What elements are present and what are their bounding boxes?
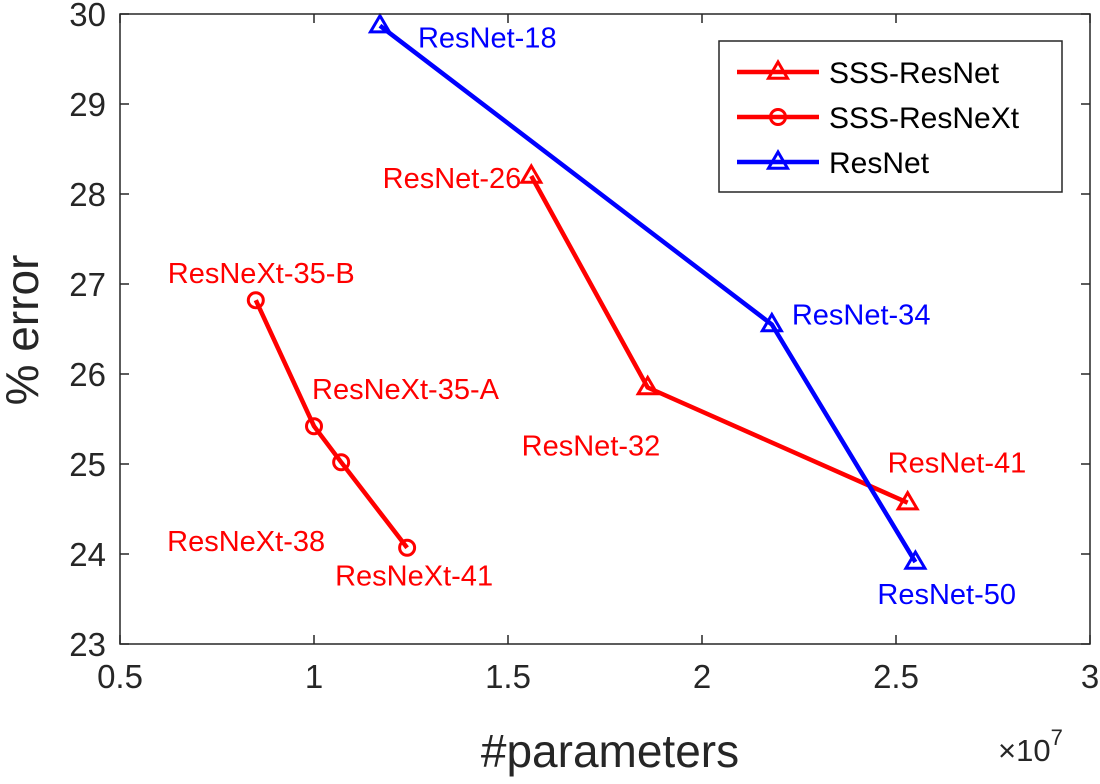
x-tick-label: 2	[693, 658, 711, 695]
data-label: ResNet-26	[383, 163, 522, 195]
x-axis-title: #parameters	[481, 725, 739, 777]
data-point-marker	[305, 417, 323, 436]
x-tick-label: 0.5	[97, 658, 143, 695]
legend-marker	[769, 108, 787, 126]
y-axis-title: % error	[0, 255, 48, 406]
series-line	[378, 23, 918, 564]
data-point-marker	[635, 374, 660, 396]
legend-marker	[765, 59, 791, 80]
x-tick-label: 3	[1081, 658, 1099, 695]
x-tick-label: 2.5	[873, 658, 919, 695]
data-point-marker	[903, 549, 928, 570]
y-tick-label: 25	[69, 446, 106, 483]
data-label: ResNet-18	[418, 23, 557, 55]
data-label: ResNeXt-41	[335, 561, 493, 593]
series-2	[367, 12, 928, 570]
data-point-marker	[759, 311, 784, 333]
y-tick-label: 27	[69, 266, 106, 303]
data-point-marker	[367, 12, 393, 34]
data-label: ResNet-50	[877, 579, 1016, 611]
data-label: ResNeXt-38	[167, 526, 325, 558]
data-point-marker	[519, 163, 544, 184]
data-label: ResNeXt-35-A	[312, 374, 500, 406]
x-tick-label: 1.5	[485, 658, 531, 695]
y-tick-label: 30	[69, 0, 106, 33]
x-multiplier: ×107	[998, 725, 1063, 768]
legend-item-1: SSS-ResNeXt	[737, 102, 1020, 135]
legend-label: ResNet	[829, 147, 930, 180]
data-label: ResNet-41	[888, 448, 1027, 480]
legend-item-2: ResNet	[737, 147, 930, 180]
y-tick-label: 28	[69, 176, 106, 213]
data-label: ResNet-34	[792, 300, 931, 332]
y-tick-label: 24	[69, 536, 106, 573]
data-point-marker	[895, 489, 920, 511]
series-line	[529, 174, 909, 505]
data-label: ResNeXt-35-B	[168, 258, 355, 290]
data-point-marker	[332, 453, 351, 472]
data-point-marker	[246, 291, 265, 310]
y-tick-label: 26	[69, 356, 106, 393]
legend-label: SSS-ResNeXt	[829, 102, 1020, 135]
point-labels: ResNet-26 ResNet-32 ResNet-41 ResNeXt-35-B R…	[167, 23, 1026, 611]
legend: SSS-ResNet SSS-ResNeXt ResNet	[718, 40, 1063, 193]
axes-box	[119, 13, 1091, 645]
axes-layer: 0.5 1 1.5 2 2.5 3 23 24 25 26 27 28 29 30	[69, 0, 1099, 695]
series-layer: ResNet-26 ResNet-32 ResNet-41 ResNeXt-35-B R…	[167, 12, 1026, 611]
legend-marker	[765, 149, 791, 170]
y-tick-label: 23	[69, 626, 106, 663]
x-tick-label: 1	[305, 658, 323, 695]
series-1	[246, 291, 417, 557]
series-line	[253, 299, 409, 550]
legend-label: SSS-ResNet	[829, 57, 1000, 90]
data-point-marker	[398, 538, 417, 557]
x-multiplier-base: ×10	[998, 733, 1051, 768]
series-0	[519, 163, 920, 511]
x-multiplier-exponent: 7	[1051, 725, 1063, 750]
legend-item-0: SSS-ResNet	[737, 57, 1000, 90]
data-label: ResNet-32	[522, 431, 661, 463]
y-tick-label: 29	[69, 86, 106, 123]
